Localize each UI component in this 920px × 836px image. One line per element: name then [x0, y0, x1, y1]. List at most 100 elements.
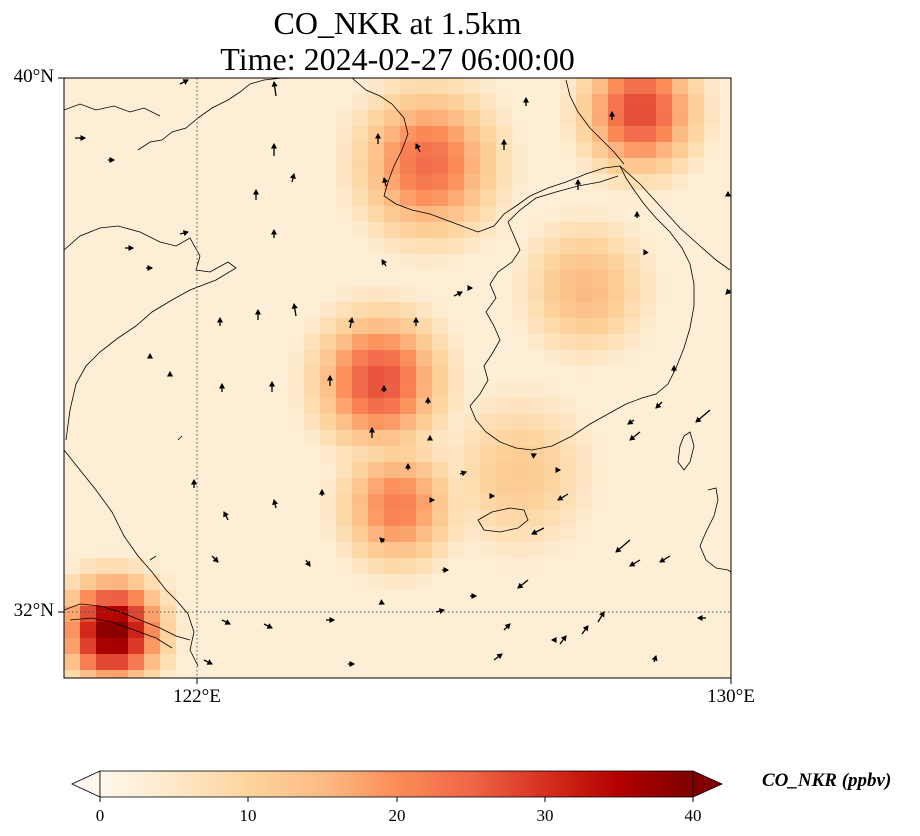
field-cell [528, 430, 545, 447]
field-cell [288, 398, 305, 415]
field-cell [352, 414, 369, 431]
field-cell [720, 590, 731, 607]
field-cell [720, 462, 731, 479]
field-cell [528, 478, 545, 495]
field-cell [160, 494, 177, 511]
field-cell [624, 206, 641, 223]
field-cell [400, 382, 417, 399]
field-cell [336, 174, 353, 191]
field-cell [80, 590, 97, 607]
field-cell [480, 94, 497, 111]
field-cell [576, 590, 593, 607]
field-cell [176, 430, 193, 447]
field-cell [224, 430, 241, 447]
wind-arrow-head [374, 132, 382, 139]
field-cell [464, 110, 481, 127]
field-cell [160, 558, 177, 575]
field-cell [608, 110, 625, 127]
field-cell [336, 478, 353, 495]
field-cell [720, 302, 731, 319]
field-cell [336, 398, 353, 415]
field-cell [288, 350, 305, 367]
field-cell [128, 622, 145, 639]
korean-peninsula-coast [469, 165, 695, 451]
field-cell [512, 542, 529, 559]
field-cell [224, 190, 241, 207]
field-cell [208, 78, 225, 95]
field-cell [64, 110, 81, 127]
field-cell [304, 622, 321, 639]
field-cell [512, 318, 529, 335]
field-cell [464, 542, 481, 559]
field-cell [592, 446, 609, 463]
field-cell [480, 254, 497, 271]
field-cell [64, 526, 81, 543]
dmz-border-line [507, 175, 619, 223]
field-cell [224, 414, 241, 431]
field-cell [640, 94, 657, 111]
field-cell [320, 126, 337, 143]
field-cell [176, 654, 193, 671]
field-cell [656, 222, 673, 239]
wind-arrow-head [266, 623, 273, 629]
field-cell [160, 142, 177, 159]
field-cell [64, 302, 81, 319]
field-cell [608, 494, 625, 511]
field-cell [144, 462, 161, 479]
field-cell [368, 158, 385, 175]
field-cell [400, 414, 417, 431]
field-cell [624, 254, 641, 271]
field-cell [320, 526, 337, 543]
field-cell [96, 366, 113, 383]
field-cell [544, 590, 561, 607]
field-cell [384, 318, 401, 335]
field-cell [64, 574, 81, 591]
field-cell [64, 462, 81, 479]
field-cell [304, 110, 321, 127]
field-cell [192, 606, 209, 623]
field-cell [432, 446, 449, 463]
field-cell [80, 574, 97, 591]
field-cell [544, 382, 561, 399]
field-cell [224, 366, 241, 383]
field-cell [688, 190, 705, 207]
field-cell [352, 446, 369, 463]
field-cell [688, 110, 705, 127]
field-cell [304, 350, 321, 367]
field-cell [128, 382, 145, 399]
field-cell [112, 334, 129, 351]
field-cell [80, 254, 97, 271]
field-cell [128, 558, 145, 575]
lat-label-32n: 32°N [13, 600, 54, 621]
field-cell [64, 270, 81, 287]
field-cell [128, 654, 145, 671]
field-cell [704, 462, 721, 479]
field-cell [160, 542, 177, 559]
field-cell [112, 414, 129, 431]
field-cell [144, 414, 161, 431]
wind-arrow-head [615, 546, 622, 553]
field-cell [224, 302, 241, 319]
field-cell [384, 366, 401, 383]
field-cell [128, 302, 145, 319]
field-cell [144, 174, 161, 191]
field-cell [352, 174, 369, 191]
field-cell [192, 670, 209, 678]
field-cell [480, 638, 497, 655]
field-cell [592, 222, 609, 239]
field-cell [64, 638, 81, 655]
field-cell [352, 302, 369, 319]
field-cell [320, 350, 337, 367]
colorbar-min-extend [71, 770, 101, 798]
wind-arrow-head [291, 302, 298, 309]
field-cell [176, 558, 193, 575]
wind-arrow-head [109, 156, 116, 164]
field-cell [256, 542, 273, 559]
field-cell [704, 94, 721, 111]
field-cell [112, 510, 129, 527]
field-cell [336, 110, 353, 127]
field-cell [272, 142, 289, 159]
field-cell [592, 654, 609, 671]
field-cell [704, 382, 721, 399]
field-cell [192, 190, 209, 207]
